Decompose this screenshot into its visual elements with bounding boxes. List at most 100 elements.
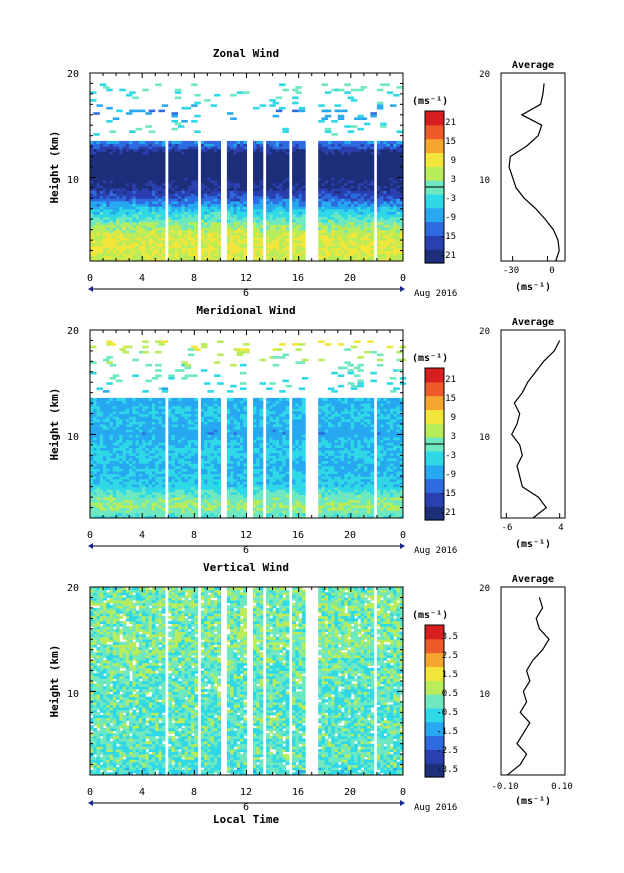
meridional-heat-cell [116,434,120,438]
zonal-heat-cell [129,180,133,184]
zonal-heat-cell [181,198,186,202]
meridional-heat-cell [109,460,114,464]
zonal-heat-echo [376,106,384,110]
zonal-heat-cell [396,182,401,186]
zonal-heat-cell [93,221,98,225]
meridional-heat-cell [129,473,133,477]
zonal-heat-cell [135,159,140,163]
zonal-heat-cell [226,182,231,186]
zonal-heat-cell [171,187,176,191]
zonal-heat-cell [256,164,261,168]
zonal-heat-cell [236,255,241,259]
zonal-heat-cell [135,177,140,181]
zonal-heat-cell [204,198,208,202]
zonal-heat-cell [279,187,283,191]
zonal-heat-cell [240,208,244,212]
zonal-heat-cell [184,185,189,189]
zonal-heat-cell [383,174,388,178]
zonal-heat-cell [253,146,257,150]
zonal-heat-echo [370,112,377,115]
zonal-heat-cell [393,234,397,238]
meridional-heat-cell [109,434,114,438]
zonal-heat-cell [321,240,326,244]
meridional-heat-cell [96,489,101,493]
zonal-heat-cell [142,255,146,259]
zonal-heat-cell [344,219,349,223]
zonal-heat-cell [132,195,137,199]
zonal-heat-cell [96,169,101,173]
zonal-heat-cell [269,240,274,244]
meridional-heat-cell [122,408,127,412]
zonal-heat-cell [112,198,117,202]
meridional-heat-cell [135,431,140,435]
zonal-heat-cell [347,253,352,257]
zonal-heat-cell [386,211,391,215]
zonal-heat-cell [200,140,205,144]
zonal-heat-cell [334,172,339,176]
zonal-heat-cell [230,182,234,186]
zonal-heat-cell [204,193,208,197]
zonal-heat-cell [145,153,150,157]
meridional-heat-cell [129,450,133,454]
zonal-heat-cell [204,258,208,262]
zonal-heat-cell [204,187,208,191]
zonal-heat-cell [282,140,287,144]
meridional-heat-cell [119,442,124,446]
meridional-heat-cell [112,429,117,433]
zonal-heat-cell [386,172,391,176]
zonal-heat-cell [103,161,107,165]
meridional-heat-cell [145,473,150,477]
zonal-heat-cell [207,245,212,249]
zonal-heat-cell [226,247,231,251]
zonal-heat-cell [90,258,94,262]
zonal-heat-cell [161,185,166,189]
zonal-heat-cell [135,253,140,257]
meridional-heat-cell [90,405,94,409]
zonal-heat-cell [138,169,143,173]
zonal-heat-cell [158,161,163,165]
zonal-heat-cell [151,185,156,189]
zonal-heat-cell [122,206,127,210]
meridional-heat-cell [148,507,153,511]
zonal-heat-cell [204,221,208,225]
zonal-heat-cell [151,193,156,197]
zonal-heat-cell [230,234,234,238]
zonal-heat-cell [213,164,218,168]
zonal-heat-echo [376,101,384,105]
zonal-heat-cell [370,253,375,257]
zonal-heat-cell [282,255,287,259]
zonal-heat-cell [207,214,212,218]
zonal-heat-cell [155,177,159,181]
zonal-colorbar-swatch [425,193,444,209]
zonal-heat-cell [122,167,127,171]
zonal-heat-cell [168,242,173,246]
zonal-heat-cell [363,153,368,157]
meridional-heat-cell [138,439,143,443]
zonal-heat-cell [161,156,166,160]
zonal-heat-cell [184,219,189,223]
meridional-heat-cell [106,473,111,477]
zonal-heat-echo [204,99,211,102]
zonal-heat-cell [161,151,166,155]
zonal-heat-cell [145,151,150,155]
zonal-heat-echo [184,106,192,110]
zonal-heat-cell [191,187,195,191]
zonal-heat-cell [194,164,199,168]
zonal-heat-cell [230,253,234,257]
zonal-heat-cell [266,224,270,228]
zonal-heat-cell [148,206,153,210]
zonal-heat-cell [217,224,221,228]
zonal-heat-cell [337,258,342,262]
zonal-heat-cell [217,172,221,176]
zonal-heat-cell [142,167,146,171]
zonal-heat-cell [122,148,127,152]
zonal-heat-cell [350,221,355,225]
zonal-heat-cell [93,240,98,244]
zonal-heat-cell [324,203,329,207]
zonal-heat-cell [243,247,247,251]
meridional-heat-cell [138,481,143,485]
zonal-heat-cell [367,177,371,181]
meridional-heat-cell [125,450,130,454]
zonal-heat-cell [116,185,120,189]
zonal-heat-cell [138,153,143,157]
